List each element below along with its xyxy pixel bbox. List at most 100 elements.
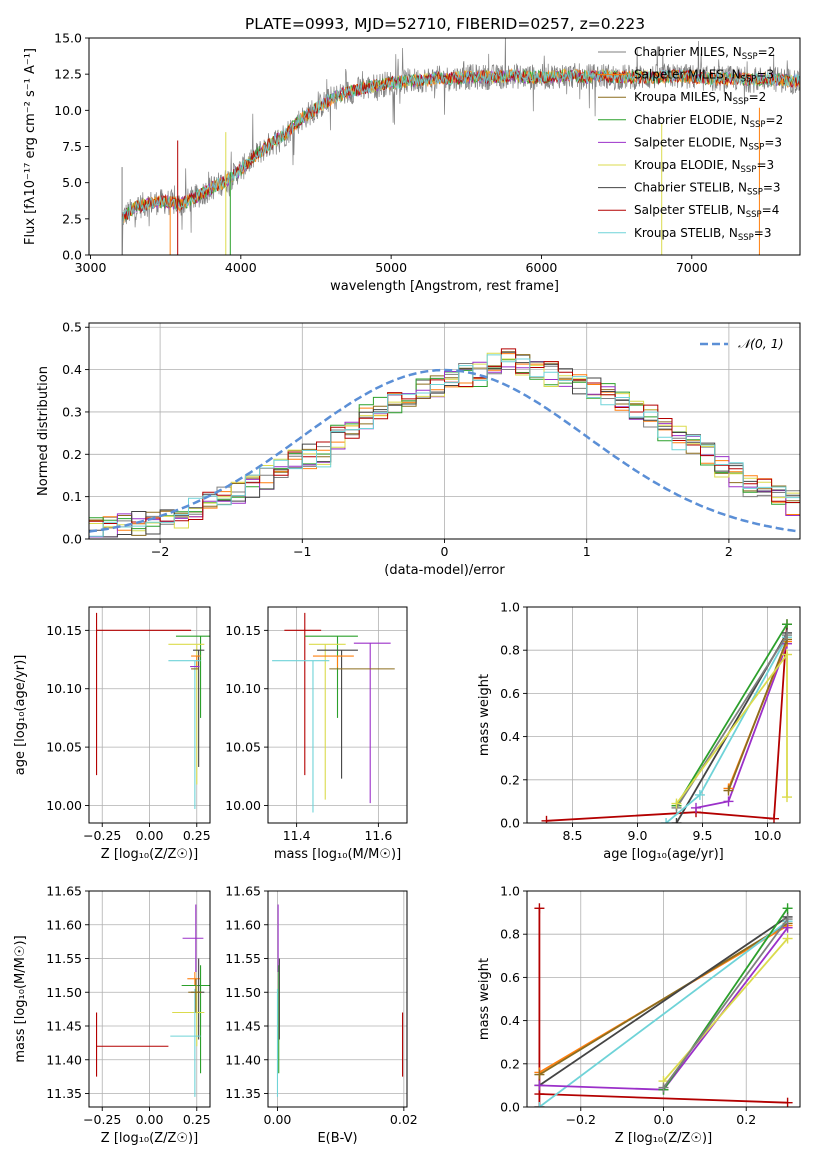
y-tick-label: 11.40 [46,1052,82,1067]
axes-frame [267,606,408,824]
y-tick-label: 5.0 [62,175,82,190]
errorbar-point [353,642,391,804]
plus-marker [782,619,792,630]
y-tick-label: 10.10 [225,681,261,696]
y-tick-label: 0.1 [62,489,82,504]
y-tick-label: 11.65 [225,884,261,899]
legend-entry: Salpeter ELODIE, NSSP=3 [634,135,782,152]
residuals-panel: −2 −1 0 1 2 0.0 0.1 0.2 0.3 0.4 0.5 (data-model)/er… [36,320,801,578]
errorbar-point [284,612,322,776]
y-tick-label: 10.15 [225,623,261,638]
y-tick-label: 0.3 [62,404,82,419]
errorbar-point [175,635,210,718]
plus-marker [769,813,779,823]
y-tick-label: 7.5 [62,139,82,154]
x-tick-label: 0.00 [264,1112,292,1127]
legend-entry: Salpeter STELIB, NSSP=4 [634,203,779,220]
x-axis-label: mass [log₁₀(M/M☉)] [274,847,401,862]
figure-title: PLATE=0993, MJD=52710, FIBERID=0257, z=0… [245,15,645,33]
legend-entry: Kroupa MILES, NSSP=2 [634,90,766,107]
age-vs-mass-panel: 11.4 11.6 10.00 10.05 10.10 10.15 mass [log₁₀(… [225,606,408,862]
plus-marker [658,1082,669,1093]
plot-area [121,38,800,255]
x-axis-label: wavelength [Angstrom, rest frame] [330,279,559,294]
legend-entry: Kroupa ELODIE, NSSP=3 [634,158,774,175]
x-tick-label: 8.5 [563,828,583,843]
x-tick-label: −2 [151,544,169,559]
x-axis-label: Z [log₁₀(Z/Z☉)] [101,1131,198,1146]
y-axis-label: mass weight [477,674,492,756]
x-tick-label: 0.25 [183,828,211,843]
y-tick-label: 1.0 [500,884,520,899]
y-axis-label: mass [log₁₀(M/M☉)] [13,935,28,1062]
histogram-step [89,348,800,539]
plus-marker [782,922,793,933]
y-tick-label: 0.0 [500,1100,520,1115]
legend-entry: Chabrier MILES, NSSP=2 [634,45,775,62]
age-vs-metallicity-panel: −0.25 0.00 0.25 10.00 10.05 10.10 10.15 Z [log₁… [13,606,211,862]
mass-weight-vs-age-panel: 8.5 9.0 9.5 10.0 0.0 0.2 0.4 0.6 0.8 1.0 age [log₁… [477,600,801,862]
x-tick-label: −0.2 [566,1112,596,1127]
plus-marker [782,792,792,803]
y-axis-label: age [log₁₀(age/yr)] [13,655,28,776]
x-tick-label: 1 [583,544,591,559]
legend-entry: Chabrier STELIB, NSSP=3 [634,181,781,198]
y-axis-label: Normed distribution [36,366,51,496]
x-axis-label: Z [log₁₀(Z/Z☉)] [101,847,198,862]
y-tick-label: 11.65 [46,884,82,899]
y-tick-label: 0.4 [500,729,520,744]
plus-marker [534,1080,545,1091]
y-tick-label: 1.0 [500,600,520,615]
mass-weight-vs-metallicity-panel: −0.2 0.0 0.2 0.0 0.2 0.4 0.6 0.8 1.0 Z [log₁₀(Z/Z… [477,884,801,1146]
y-tick-label: 0.6 [500,686,520,701]
y-tick-label: 10.00 [46,798,82,813]
errorbar-point [96,1012,169,1077]
y-tick-label: 15.0 [54,31,82,46]
y-tick-label: 11.50 [225,985,261,1000]
y-tick-label: 11.35 [225,1086,261,1101]
x-axis-label: age [log₁₀(age/yr)] [603,847,724,862]
mass-weight-line [538,920,789,1107]
model-spectrum-line [121,68,800,225]
plus-marker [782,903,793,914]
legend-entry: Salpeter MILES, NSSP=3 [634,68,774,85]
plot-area [272,612,395,813]
x-tick-label: 2 [725,544,733,559]
plus-marker [534,1102,545,1107]
y-tick-label: 10.15 [46,623,82,638]
mass-vs-metallicity-panel: −0.25 0.00 0.25 11.35 11.40 11.45 11.50 11.55 11… [13,884,211,1147]
x-tick-label: 7000 [676,260,708,275]
mass-vs-ebv-panel: 0.00 0.02 11.35 11.40 11.45 11.50 11.55 11.60 11… [225,884,418,1147]
mass-weight-line [538,922,789,1076]
axes-frame [526,606,801,824]
y-tick-label: 0.0 [500,816,520,831]
x-tick-label: 0.02 [390,1112,418,1127]
x-tick-label: 6000 [526,260,558,275]
plus-marker [671,798,682,809]
x-tick-label: 11.6 [364,828,392,843]
y-tick-label: 0.0 [62,532,82,547]
plus-marker [782,630,792,641]
x-tick-label: 0.00 [136,1112,164,1127]
x-tick-label: 0 [441,544,449,559]
histogram-step [89,354,800,539]
y-tick-label: 11.60 [225,917,261,932]
y-tick-label: 10.0 [54,103,82,118]
mass-weight-line [546,624,788,822]
plus-marker [534,1089,545,1100]
y-tick-label: 10.05 [225,740,261,755]
plus-marker [691,802,701,813]
y-tick-label: 10.00 [225,798,261,813]
x-tick-label: −0.25 [83,1112,121,1127]
x-tick-label: 3000 [75,260,107,275]
errorbar-point [192,649,205,767]
x-tick-label: −0.25 [83,828,121,843]
errorbar-point [172,985,205,1047]
x-tick-label: 0.00 [136,828,164,843]
mass-weight-line [695,643,788,809]
y-tick-label: 0.6 [500,970,520,985]
plot-area [89,348,800,539]
errorbar-point [317,649,358,779]
mass-weight-line [662,918,789,1089]
y-tick-label: 0.2 [500,1056,520,1071]
